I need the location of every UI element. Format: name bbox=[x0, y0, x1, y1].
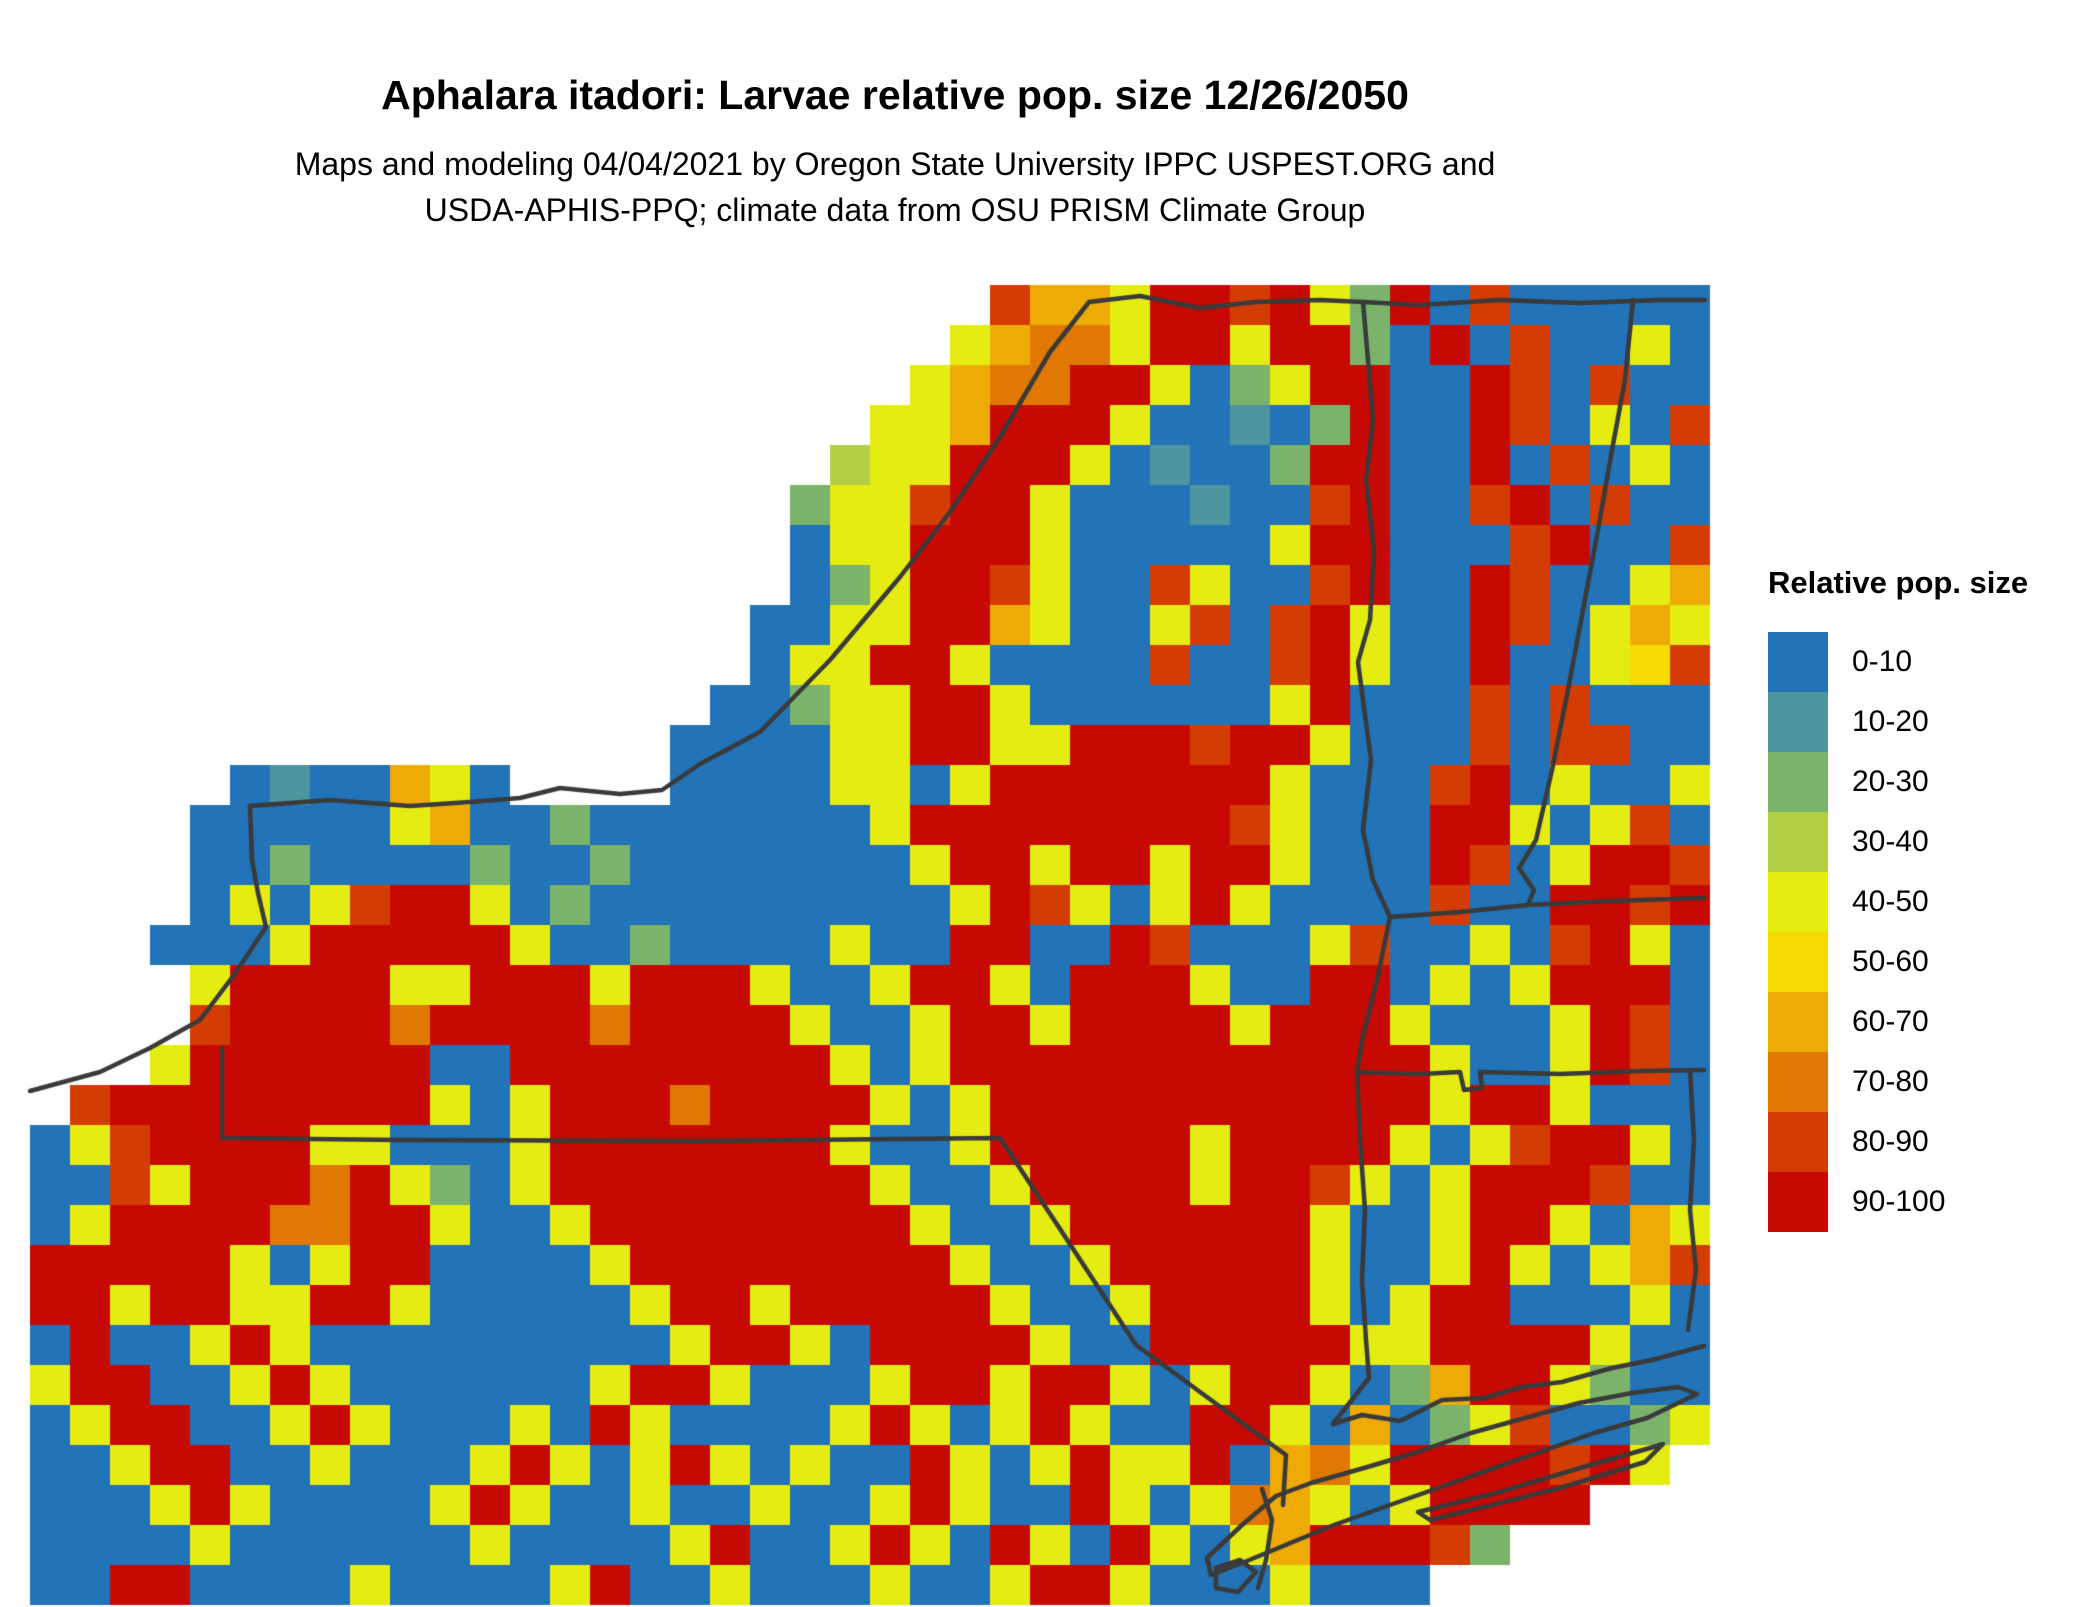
legend-entry: 0-10 bbox=[1768, 632, 2028, 692]
legend-entries: 0-10 10-20 20-30 30-40 40-50 50-60 60-70 70-80 8… bbox=[1768, 632, 2028, 1232]
legend-label: 10-20 bbox=[1852, 705, 1929, 738]
subtitle-line-1: Maps and modeling 04/04/2021 by Oregon S… bbox=[294, 146, 1496, 182]
legend: Relative pop. size 0-10 10-20 20-30 30-40 40… bbox=[1768, 566, 2028, 1232]
legend-swatch bbox=[1768, 632, 1828, 692]
legend-label: 60-70 bbox=[1852, 1005, 1929, 1038]
legend-entry: 10-20 bbox=[1768, 692, 2028, 752]
legend-entry: 90-100 bbox=[1768, 1172, 2028, 1232]
legend-swatch bbox=[1768, 992, 1828, 1052]
legend-entry: 20-30 bbox=[1768, 752, 2028, 812]
legend-title: Relative pop. size bbox=[1768, 565, 2029, 600]
legend-entry: 40-50 bbox=[1768, 872, 2028, 932]
legend-entry: 70-80 bbox=[1768, 1052, 2028, 1112]
legend-swatch bbox=[1768, 812, 1828, 872]
legend-label: 90-100 bbox=[1852, 1185, 1946, 1218]
legend-swatch bbox=[1768, 1172, 1828, 1232]
legend-swatch bbox=[1768, 932, 1828, 992]
legend-swatch bbox=[1768, 752, 1828, 812]
legend-swatch bbox=[1768, 872, 1828, 932]
legend-entry: 60-70 bbox=[1768, 992, 2028, 1052]
legend-label: 50-60 bbox=[1852, 945, 1929, 978]
legend-swatch bbox=[1768, 1052, 1828, 1112]
legend-label: 80-90 bbox=[1852, 1125, 1929, 1158]
page-title: Aphalara itadori: Larvae relative pop. s… bbox=[381, 72, 1409, 118]
legend-label: 30-40 bbox=[1852, 825, 1929, 858]
legend-label: 40-50 bbox=[1852, 885, 1929, 918]
legend-swatch bbox=[1768, 692, 1828, 752]
subtitle-line-2: USDA-APHIS-PPQ; climate data from OSU PR… bbox=[424, 192, 1366, 228]
legend-entry: 50-60 bbox=[1768, 932, 2028, 992]
legend-label: 20-30 bbox=[1852, 765, 1929, 798]
legend-label: 0-10 bbox=[1852, 645, 1913, 678]
legend-entry: 80-90 bbox=[1768, 1112, 2028, 1172]
legend-swatch bbox=[1768, 1112, 1828, 1172]
legend-label: 70-80 bbox=[1852, 1065, 1929, 1098]
legend-entry: 30-40 bbox=[1768, 812, 2028, 872]
